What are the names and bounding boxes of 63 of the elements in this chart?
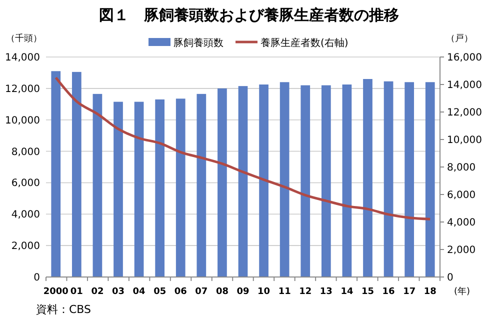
y2-tick-label: 2,000 [447,245,476,256]
bar [72,72,82,277]
x-tick-label: 04 [132,287,146,297]
bar [384,81,394,277]
x-tick-label: 11 [278,287,291,297]
chart-title: 図１ 豚飼養頭数および養豚生産者数の推移 [99,6,399,24]
bar [342,84,352,277]
y-tick-label: 2,000 [11,241,40,252]
bar [51,71,61,277]
x-tick-label: 08 [216,287,228,297]
bar [155,99,165,277]
legend-label: 豚飼養頭数 [174,37,224,49]
x-tick-label: 09 [236,287,250,297]
x-tick-label: 05 [154,287,166,297]
x-axis-title: (年) [454,286,470,297]
y-tick-label: 0 [34,272,40,284]
bar [218,88,227,277]
y-tick-label: 6,000 [11,178,40,190]
bar [134,102,144,277]
bar [404,82,414,277]
x-tick-label: 07 [195,287,208,297]
bar [280,82,290,277]
x-tick-label: 14 [340,287,354,297]
bar [425,82,435,277]
y2-tick-label: 16,000 [447,52,482,64]
y2-tick-label: 4,000 [447,218,476,228]
bar [196,94,206,277]
x-tick-label: 10 [258,287,270,297]
x-tick-label: 03 [112,287,125,297]
x-tick-label: 16 [382,287,395,297]
x-tick-label: 06 [174,287,187,297]
bar [259,84,268,277]
x-tick-label: 17 [403,287,416,297]
bar [300,85,310,277]
y2-tick-label: 14,000 [447,80,482,91]
y-tick-label: 4,000 [11,210,40,221]
y2-tick-label: 12,000 [447,108,482,118]
y-tick-label: 10,000 [5,115,40,126]
legend-label: 養豚生産者数(右軸) [260,37,348,49]
y-axis-title: （千頭） [6,33,42,44]
x-tick-label: 13 [320,287,332,297]
line-series [54,76,432,220]
y2-tick-label: 10,000 [447,135,482,146]
bar [92,94,102,277]
y-tick-label: 12,000 [5,84,40,95]
text: 資料：CBS [36,303,92,316]
bar [114,102,123,277]
x-tick-label: 15 [361,287,374,297]
x-tick-label: 02 [91,287,104,297]
y2-tick-label: 6,000 [447,190,476,201]
x-tick-label: 18 [424,287,436,297]
y-tick-label: 8,000 [11,146,40,158]
x-tick-label: 12 [299,287,312,297]
bar [321,85,331,277]
y-tick-label: 14,000 [5,52,40,64]
bar [176,98,186,277]
y2-tick-label: 0 [447,272,454,284]
bar [238,86,248,277]
y2-axis-title: （戸） [446,34,473,44]
y2-tick-label: 8,000 [447,162,476,174]
x-tick-label: 2000 [43,287,68,297]
bar [363,79,372,277]
x-tick-label: 01 [70,287,83,297]
